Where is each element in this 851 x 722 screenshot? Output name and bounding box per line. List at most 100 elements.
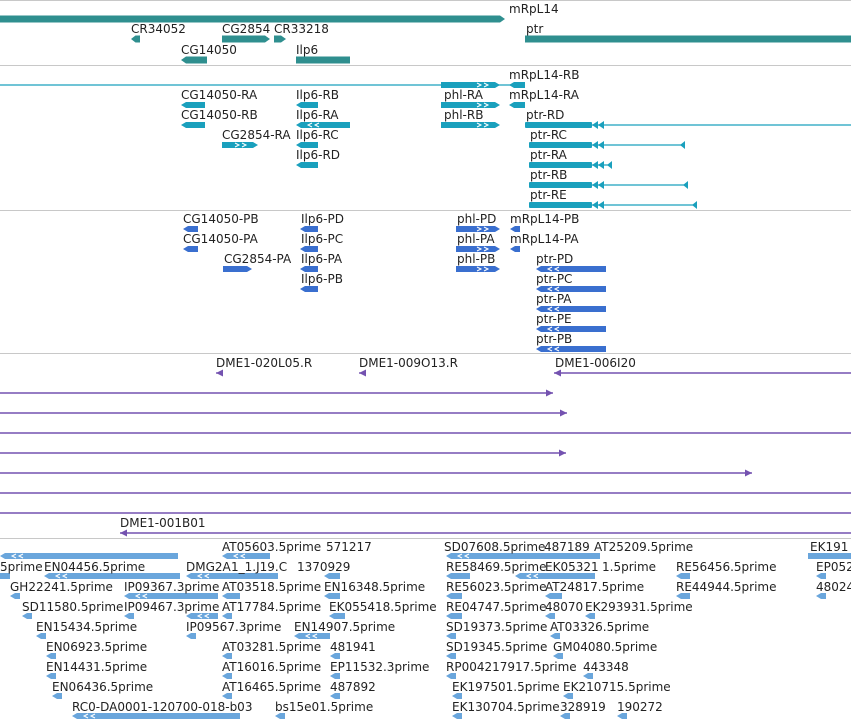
feature-label[interactable]: 1_1.J19.C bbox=[231, 560, 288, 574]
feature-glyph[interactable] bbox=[509, 102, 525, 108]
feature-glyph[interactable] bbox=[452, 693, 462, 699]
feature-glyph[interactable] bbox=[446, 673, 456, 679]
feature-label[interactable]: mRpL14-RA bbox=[509, 88, 579, 102]
feature-label[interactable]: mRpL14-PB bbox=[510, 212, 580, 226]
feature-label[interactable]: 1.5prime bbox=[602, 560, 657, 574]
feature-label[interactable]: 190272 bbox=[617, 700, 663, 714]
feature-glyph[interactable] bbox=[536, 326, 606, 332]
feature-label[interactable]: phl-PB bbox=[457, 252, 496, 266]
feature-glyph[interactable] bbox=[46, 673, 56, 679]
feature-label[interactable]: ptr-RD bbox=[526, 108, 565, 122]
feature-glyph[interactable] bbox=[324, 573, 340, 579]
feature-label[interactable]: EK293931.5prime bbox=[585, 600, 693, 614]
feature-label[interactable]: mRpL14 bbox=[509, 2, 559, 16]
feature-label[interactable]: phl-RB bbox=[444, 108, 484, 122]
feature-glyph[interactable] bbox=[617, 713, 627, 719]
feature-label[interactable]: DME1-020L05.R bbox=[216, 356, 313, 370]
feature-glyph[interactable] bbox=[181, 56, 207, 64]
feature-label[interactable]: CR34052 bbox=[131, 22, 186, 36]
feature-glyph[interactable] bbox=[330, 673, 340, 679]
feature-label[interactable]: EK130704.5prime bbox=[452, 700, 560, 714]
feature-glyph[interactable] bbox=[456, 246, 500, 252]
feature-glyph[interactable] bbox=[181, 122, 205, 128]
feature-glyph[interactable] bbox=[44, 573, 180, 579]
feature-label[interactable]: 571217 bbox=[326, 540, 372, 554]
feature-label[interactable]: EN06923.5prime bbox=[46, 640, 148, 654]
feature-label[interactable]: EN04456.5prime bbox=[44, 560, 146, 574]
feature-glyph[interactable] bbox=[330, 693, 340, 699]
feature-label[interactable]: AT05603.5prime bbox=[222, 540, 322, 554]
feature-label[interactable]: Ilp6-PD bbox=[301, 212, 344, 226]
feature-label[interactable]: EN14431.5prime bbox=[46, 660, 148, 674]
feature-glyph[interactable] bbox=[222, 553, 270, 559]
feature-label[interactable]: EK210715.5prime bbox=[563, 680, 671, 694]
feature-glyph[interactable] bbox=[222, 653, 232, 659]
feature-label[interactable]: EN06436.5prime bbox=[52, 680, 154, 694]
feature-glyph[interactable] bbox=[536, 346, 606, 352]
feature-glyph[interactable] bbox=[183, 226, 198, 232]
feature-label[interactable]: RE04747.5prime bbox=[446, 600, 547, 614]
feature-label[interactable]: Ilp6-RB bbox=[296, 88, 340, 102]
feature-glyph[interactable] bbox=[186, 633, 196, 639]
feature-glyph[interactable] bbox=[222, 693, 232, 699]
feature-label[interactable]: mRpL14-PA bbox=[510, 232, 579, 246]
feature-label[interactable]: IP09467.3prime bbox=[124, 600, 220, 614]
feature-glyph[interactable] bbox=[131, 35, 140, 43]
feature-glyph[interactable] bbox=[560, 713, 570, 719]
feature-glyph[interactable] bbox=[452, 713, 462, 719]
exon-block[interactable] bbox=[529, 142, 592, 148]
feature-label[interactable]: Ilp6-RD bbox=[296, 148, 341, 162]
feature-label[interactable]: RE58469.5prime bbox=[446, 560, 547, 574]
feature-glyph[interactable] bbox=[124, 613, 134, 619]
feature-label[interactable]: AT17784.5prime bbox=[222, 600, 322, 614]
feature-glyph[interactable] bbox=[72, 713, 240, 719]
feature-glyph[interactable] bbox=[22, 613, 32, 619]
feature-glyph[interactable] bbox=[186, 613, 218, 619]
feature-label[interactable]: SD07608.5prime bbox=[444, 540, 546, 554]
feature-glyph[interactable] bbox=[446, 593, 462, 599]
feature-label[interactable]: 1370929 bbox=[297, 560, 351, 574]
feature-glyph[interactable] bbox=[0, 573, 10, 579]
feature-glyph[interactable] bbox=[222, 673, 232, 679]
feature-glyph[interactable] bbox=[296, 142, 318, 148]
feature-glyph[interactable] bbox=[0, 553, 178, 559]
feature-label[interactable]: SD11580.5prime bbox=[22, 600, 124, 614]
feature-label[interactable]: AT16016.5prime bbox=[222, 660, 322, 674]
feature-glyph[interactable] bbox=[545, 613, 555, 619]
feature-label[interactable]: bs15e01.5prime bbox=[275, 700, 374, 714]
feature-glyph[interactable] bbox=[441, 122, 500, 128]
feature-label[interactable]: ptr-PD bbox=[536, 252, 574, 266]
feature-label[interactable]: EK197501.5prime bbox=[452, 680, 560, 694]
feature-label[interactable]: 5prime bbox=[0, 560, 43, 574]
exon-block[interactable] bbox=[529, 182, 592, 188]
feature-glyph[interactable] bbox=[446, 613, 462, 619]
feature-label[interactable]: EK055418.5prime bbox=[329, 600, 437, 614]
feature-label[interactable]: Ilp6-RC bbox=[296, 128, 339, 142]
feature-glyph[interactable] bbox=[510, 226, 520, 232]
feature-label[interactable]: ptr-PA bbox=[536, 292, 572, 306]
exon-block[interactable] bbox=[529, 202, 592, 208]
feature-glyph[interactable] bbox=[36, 633, 46, 639]
feature-label[interactable]: EP11532.3prime bbox=[330, 660, 430, 674]
feature-glyph[interactable] bbox=[676, 593, 690, 599]
feature-label[interactable]: AT24817.5prime bbox=[545, 580, 645, 594]
feature-label[interactable]: RE56456.5prime bbox=[676, 560, 777, 574]
feature-glyph[interactable] bbox=[222, 593, 240, 599]
feature-glyph[interactable] bbox=[183, 246, 198, 252]
feature-label[interactable]: AT25209.5prime bbox=[594, 540, 694, 554]
feature-label[interactable]: phl-PA bbox=[457, 232, 495, 246]
feature-glyph[interactable] bbox=[545, 593, 562, 599]
feature-label[interactable]: CR33218 bbox=[274, 22, 329, 36]
feature-glyph[interactable] bbox=[300, 286, 318, 292]
feature-glyph[interactable] bbox=[563, 693, 573, 699]
feature-glyph[interactable] bbox=[274, 35, 286, 43]
feature-glyph[interactable] bbox=[222, 613, 232, 619]
feature-glyph[interactable] bbox=[275, 713, 285, 719]
feature-label[interactable]: ptr-PE bbox=[536, 312, 572, 326]
feature-glyph[interactable] bbox=[330, 653, 340, 659]
feature-glyph[interactable] bbox=[46, 653, 56, 659]
feature-label[interactable]: IP09367.3prime bbox=[124, 580, 220, 594]
feature-label[interactable]: Ilp6 bbox=[296, 43, 319, 57]
feature-glyph[interactable] bbox=[52, 693, 62, 699]
